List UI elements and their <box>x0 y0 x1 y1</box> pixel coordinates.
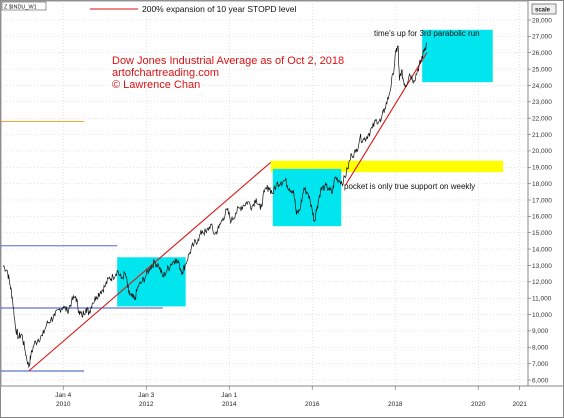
chart-title: Dow Jones Industrial Average as of Oct 2… <box>112 55 344 67</box>
x-tick-label: 2014 <box>222 401 237 408</box>
y-tick-label: 27,000 <box>532 34 552 41</box>
level-lines <box>1 121 163 372</box>
x-tick-label-top: Jan 1 <box>221 392 237 399</box>
y-tick-label: 28,000 <box>532 17 552 24</box>
y-tick-label: 13,000 <box>532 263 552 270</box>
y-tick-label: 6,000 <box>532 377 549 384</box>
y-tick-label: 22,000 <box>532 115 552 122</box>
legend-line-label: 200% expansion of 10 year STOPD level <box>142 4 296 14</box>
y-tick-label: 24,000 <box>532 83 552 90</box>
x-tick-label-top: Jan 4 <box>55 392 71 399</box>
annotation-pocket: pocket is only true support on weekly <box>344 182 475 191</box>
symbol-box[interactable] <box>1 1 47 11</box>
y-tick-label: 11,000 <box>532 295 552 302</box>
y-tick-label: 9,000 <box>532 328 549 335</box>
y-tick-label: 12,000 <box>532 279 552 286</box>
price-series <box>2 42 427 369</box>
x-tick-label: 2012 <box>139 401 154 408</box>
y-tick-labels: 6,000 7,000 8,000 9,000 10,000 11,000 12,000 13… <box>528 17 552 384</box>
x-axis-panel <box>1 386 528 417</box>
support-band <box>270 160 504 173</box>
x-tick-label-top: Jan 3 <box>138 392 154 399</box>
annotation-parabolic: time's up for 3rd parabolic run <box>374 29 480 38</box>
highlight-box <box>272 168 342 227</box>
y-tick-label: 21,000 <box>532 132 552 139</box>
y-tick-label: 15,000 <box>532 230 552 237</box>
y-tick-label: 16,000 <box>532 214 552 221</box>
price-line <box>2 42 427 369</box>
y-tick-label: 23,000 <box>532 99 552 106</box>
trendline <box>344 52 428 186</box>
y-tick-label: 25,000 <box>532 66 552 73</box>
y-tick-label: 8,000 <box>532 345 549 352</box>
symbol-label: Z $INDU_W1 <box>4 5 37 11</box>
trendline <box>28 161 272 372</box>
x-tick-label: 2018 <box>388 401 403 408</box>
highlight-layer <box>117 29 504 307</box>
x-tick-labels: Jan 4 2010 Jan 3 2012 Jan 1 2014 2016 2018 2020 2… <box>55 386 527 408</box>
chart-subtitle-site: artofchartreading.com <box>112 67 219 79</box>
highlight-box <box>422 29 493 83</box>
y-tick-label: 20,000 <box>532 148 552 155</box>
trendlines <box>28 52 428 372</box>
x-tick-label: 2010 <box>56 401 71 408</box>
y-tick-label: 26,000 <box>532 50 552 57</box>
grid-lines <box>1 4 528 386</box>
y-tick-label: 14,000 <box>532 246 552 253</box>
y-tick-label: 17,000 <box>532 197 552 204</box>
scale-button[interactable] <box>531 3 557 15</box>
chart-subtitle-author: © Lawrence Chan <box>112 79 200 91</box>
x-tick-label: 2021 <box>512 401 527 408</box>
scale-button-label: scale <box>535 8 551 14</box>
y-tick-label: 7,000 <box>532 361 549 368</box>
x-tick-label: 2020 <box>471 401 486 408</box>
x-tick-label: 2016 <box>305 401 320 408</box>
y-tick-label: 19,000 <box>532 165 552 172</box>
y-tick-label: 10,000 <box>532 312 552 319</box>
y-tick-label: 18,000 <box>532 181 552 188</box>
y-axis-panel <box>528 1 563 386</box>
